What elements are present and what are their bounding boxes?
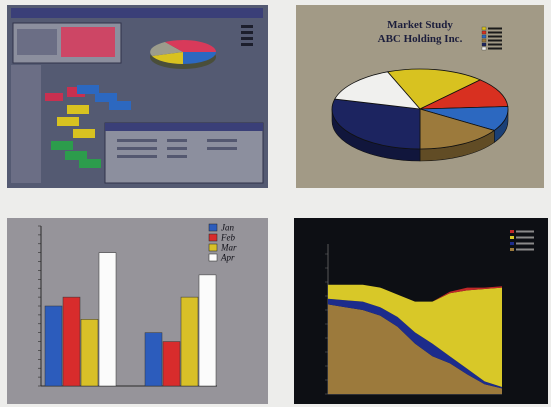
area-legend-label bbox=[516, 248, 534, 251]
area-legend-label bbox=[516, 236, 534, 239]
pie-slice bbox=[419, 108, 496, 150]
bar-mar bbox=[80, 319, 99, 387]
bar-legend-swatch bbox=[208, 233, 218, 242]
pie-legend-label bbox=[488, 35, 502, 38]
area-chart-panel bbox=[294, 218, 548, 404]
pie-title: Market Study bbox=[387, 19, 453, 31]
bar-jan bbox=[44, 305, 63, 387]
workspace-screenshot bbox=[7, 5, 268, 188]
area-layer bbox=[328, 304, 502, 394]
workspace-screenshot-panel bbox=[7, 5, 268, 188]
bar-apr bbox=[198, 274, 217, 387]
bar-legend-swatch bbox=[208, 253, 218, 262]
bar-feb bbox=[162, 341, 181, 387]
workspace-legend-block bbox=[241, 25, 253, 46]
area-chart bbox=[294, 218, 548, 404]
area-legend-label bbox=[516, 242, 534, 245]
bar-legend-label: Feb bbox=[220, 233, 235, 243]
pie-slice bbox=[419, 79, 509, 110]
workspace-window-bottom bbox=[104, 122, 264, 184]
pie-legend-swatch bbox=[481, 26, 487, 31]
pie-slice bbox=[334, 71, 421, 110]
area-layer bbox=[328, 284, 502, 387]
area-legend-swatch bbox=[510, 230, 514, 233]
pie-legend-swatch bbox=[481, 38, 487, 43]
area-layer bbox=[328, 298, 502, 389]
workspace-side-panel bbox=[11, 65, 41, 183]
area-legend bbox=[510, 230, 534, 251]
pie-legend-label bbox=[488, 27, 502, 30]
pie-slice bbox=[331, 98, 421, 150]
workspace-highlight-block bbox=[61, 27, 115, 57]
pie-legend-swatch bbox=[481, 46, 487, 51]
bar-legend-swatch bbox=[208, 243, 218, 252]
workspace-3d-bars bbox=[45, 85, 131, 168]
pie-slice bbox=[386, 68, 482, 110]
market-pie-chart: Market Study ABC Holding Inc. bbox=[296, 5, 544, 188]
area-series bbox=[328, 284, 502, 394]
area-legend-swatch bbox=[510, 248, 514, 251]
pie-legend-label bbox=[488, 43, 502, 46]
workspace-mini-pie bbox=[150, 40, 216, 69]
workspace-panel-block bbox=[17, 29, 57, 55]
workspace-table-rows bbox=[117, 139, 237, 158]
bar-legend-label: Apr bbox=[220, 253, 235, 263]
pie-legend-swatch bbox=[481, 30, 487, 35]
area-legend-swatch bbox=[510, 236, 514, 239]
bar-feb bbox=[62, 296, 81, 387]
pie-legend-label bbox=[488, 31, 502, 34]
area-legend-label bbox=[516, 230, 534, 233]
area-legend-swatch bbox=[510, 242, 514, 245]
monthly-bar-panel: Jan Feb Mar Apr bbox=[7, 218, 268, 404]
bar-apr bbox=[98, 252, 117, 387]
bar-series bbox=[44, 252, 217, 387]
pie-legend-swatch bbox=[481, 34, 487, 39]
workspace-titlebar bbox=[11, 8, 263, 18]
bar-legend-swatch bbox=[208, 223, 218, 232]
workspace-window-titlebar bbox=[105, 123, 263, 131]
bar-mar bbox=[180, 296, 199, 387]
bar-jan bbox=[144, 332, 163, 387]
pie-legend-label bbox=[488, 47, 502, 50]
pie-legend-swatch bbox=[481, 42, 487, 47]
bar-legend-label: Jan bbox=[221, 223, 234, 233]
market-pie-panel: Market Study ABC Holding Inc. bbox=[296, 5, 544, 188]
pie-subtitle: ABC Holding Inc. bbox=[378, 33, 463, 45]
bar-legend-label: Mar bbox=[220, 243, 237, 253]
pie-legend bbox=[481, 26, 502, 51]
pie-legend-label bbox=[488, 39, 502, 42]
pie-slices bbox=[331, 68, 509, 162]
